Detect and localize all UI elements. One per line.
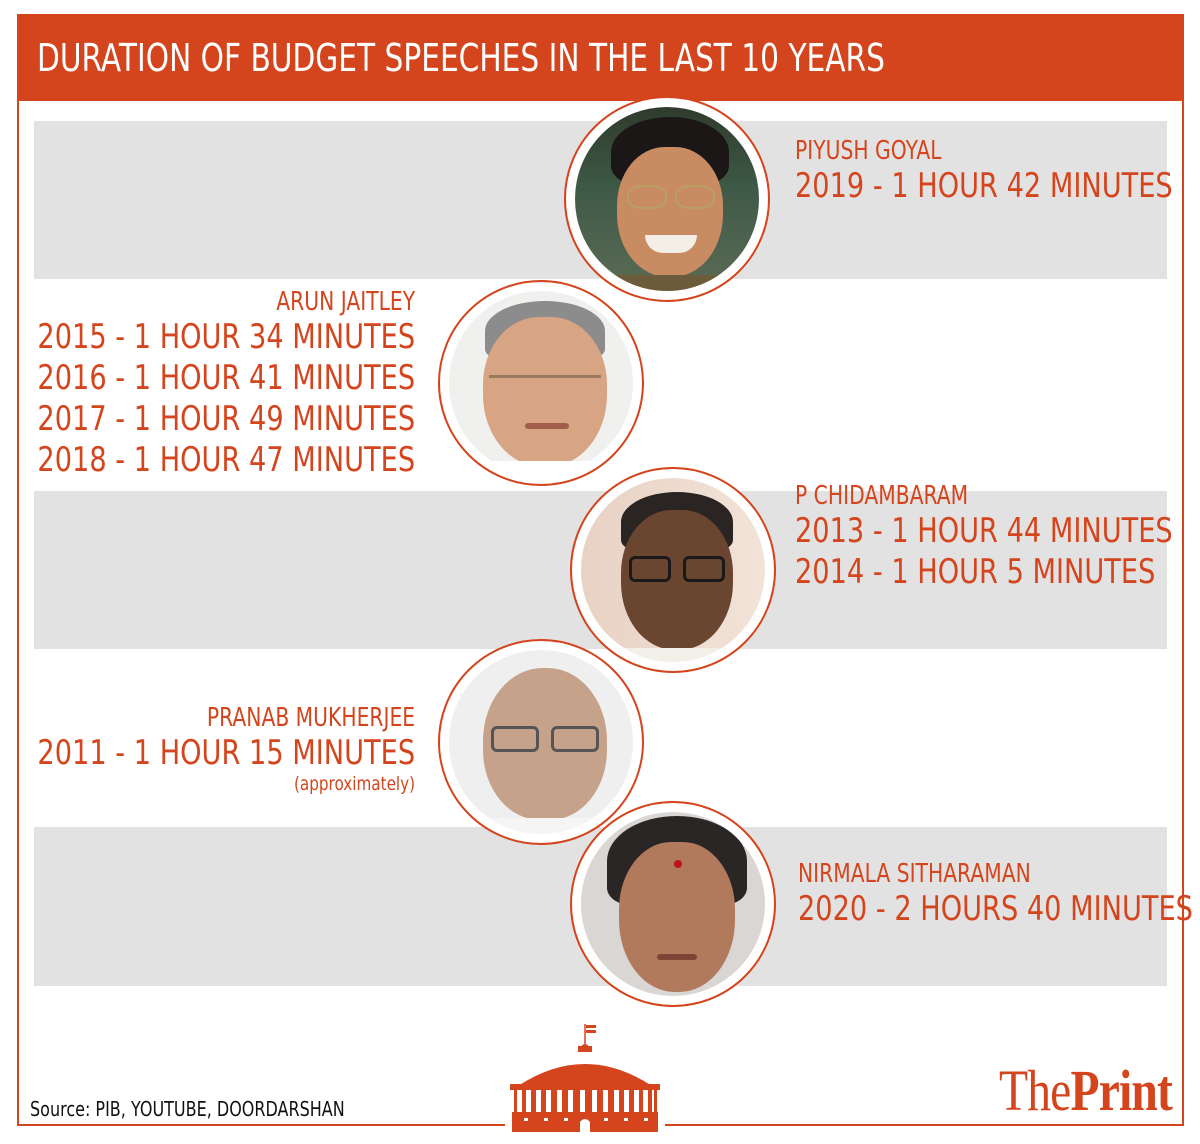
- speech-duration: 2016 - 1 HOUR 41 MINUTES: [37, 358, 415, 398]
- logo-print: Print: [1070, 1058, 1172, 1123]
- minister-name: PIYUSH GOYAL: [795, 136, 942, 166]
- pranab-mukherjee-info: PRANAB MUKHERJEE 2011 - 1 HOUR 15 MINUTE…: [0, 703, 415, 794]
- portrait-piyush-goyal: [564, 96, 770, 302]
- p-chidambaram-info: P CHIDAMBARAM 2013 - 1 HOUR 44 MINUTES 2…: [795, 481, 1200, 593]
- speech-duration: 2013 - 1 HOUR 44 MINUTES: [795, 511, 1173, 551]
- minister-name: P CHIDAMBARAM: [795, 481, 969, 511]
- arun-jaitley-info: ARUN JAITLEY 2015 - 1 HOUR 34 MINUTES 20…: [0, 287, 415, 481]
- speech-duration: 2019 - 1 HOUR 42 MINUTES: [795, 166, 1173, 206]
- portrait-pranab-mukherjee: [438, 639, 644, 845]
- approximation-note: (approximately): [293, 773, 415, 795]
- page-title: DURATION OF BUDGET SPEECHES IN THE LAST …: [37, 35, 885, 80]
- portrait-arun-jaitley: [438, 280, 644, 486]
- theprint-logo: ThePrint: [998, 1058, 1173, 1123]
- portrait-nirmala-sitharaman: [570, 801, 776, 1007]
- nirmala-sitharaman-info: NIRMALA SITHARAMAN 2020 - 2 HOURS 40 MIN…: [798, 859, 1200, 930]
- speech-duration: 2014 - 1 HOUR 5 MINUTES: [795, 552, 1156, 592]
- minister-name: ARUN JAITLEY: [276, 287, 415, 317]
- speech-duration: 2011 - 1 HOUR 15 MINUTES: [37, 733, 415, 773]
- portrait-p-chidambaram: [570, 467, 776, 673]
- speech-duration: 2017 - 1 HOUR 49 MINUTES: [37, 399, 415, 439]
- logo-the: The: [998, 1058, 1071, 1123]
- minister-name: NIRMALA SITHARAMAN: [798, 859, 1031, 889]
- speech-duration: 2020 - 2 HOURS 40 MINUTES: [798, 889, 1193, 929]
- title-bar: DURATION OF BUDGET SPEECHES IN THE LAST …: [17, 14, 1184, 101]
- parliament-building-icon: [510, 1024, 660, 1132]
- minister-name: PRANAB MUKHERJEE: [206, 703, 415, 733]
- speech-duration: 2015 - 1 HOUR 34 MINUTES: [37, 317, 415, 357]
- speech-duration: 2018 - 1 HOUR 47 MINUTES: [37, 440, 415, 480]
- source-note: Source: PIB, YOUTUBE, DOORDARSHAN: [30, 1097, 345, 1121]
- piyush-goyal-info: PIYUSH GOYAL 2019 - 1 HOUR 42 MINUTES: [795, 136, 1200, 207]
